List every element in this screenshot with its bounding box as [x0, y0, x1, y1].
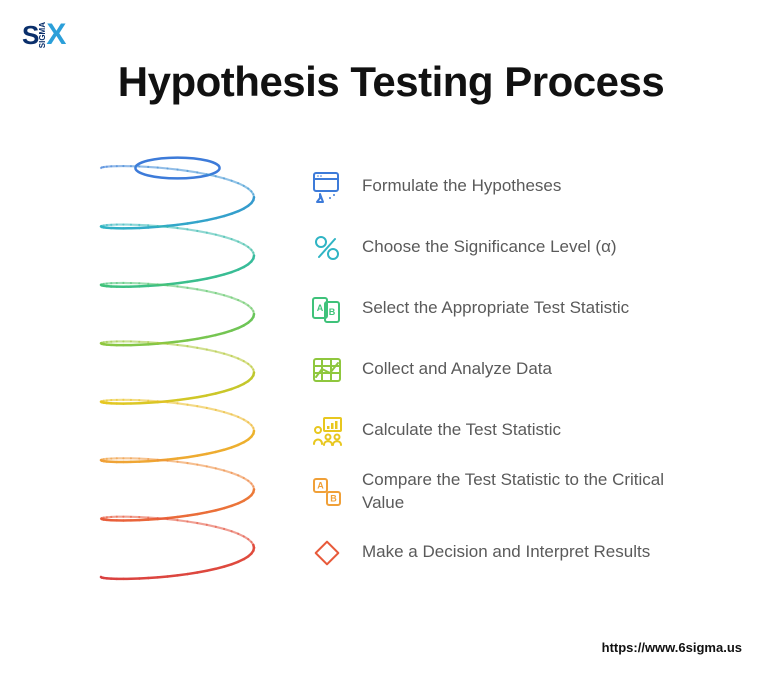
svg-text:B: B [329, 307, 336, 317]
step-row: Calculate the Test Statistic [310, 400, 682, 461]
spring-graphic [95, 150, 260, 595]
step-label: Select the Appropriate Test Statistic [362, 297, 629, 319]
page-title: Hypothesis Testing Process [0, 58, 782, 106]
footer-url: https://www.6sigma.us [602, 640, 742, 655]
step-label: Collect and Analyze Data [362, 358, 552, 380]
step-row: Make a Decision and Interpret Results [310, 522, 682, 583]
step-label: Choose the Significance Level (α) [362, 236, 617, 258]
content-row: Formulate the Hypotheses Choose the Signi… [95, 150, 682, 595]
step-row: AB Select the Appropriate Test Statistic [310, 278, 682, 339]
svg-text:B: B [330, 493, 337, 503]
percent-icon [310, 231, 344, 265]
diamond-icon [310, 536, 344, 570]
logo: S SIGMA X [22, 18, 65, 52]
step-row: Choose the Significance Level (α) [310, 217, 682, 278]
svg-text:A: A [317, 303, 324, 313]
logo-sigma: SIGMA [38, 22, 47, 48]
svg-text:A: A [317, 480, 324, 490]
step-label: Calculate the Test Statistic [362, 419, 561, 441]
chart-grid-icon [310, 353, 344, 387]
step-label: Make a Decision and Interpret Results [362, 541, 650, 563]
lab-window-icon [310, 170, 344, 204]
step-label: Formulate the Hypotheses [362, 175, 561, 197]
logo-s: S [22, 20, 38, 51]
step-row: Formulate the Hypotheses [310, 156, 682, 217]
step-row: Collect and Analyze Data [310, 339, 682, 400]
presenter-icon [310, 414, 344, 448]
step-row: AB Compare the Test Statistic to the Crit… [310, 461, 682, 522]
step-label: Compare the Test Statistic to the Critic… [362, 469, 682, 513]
ab-cards-icon: AB [310, 292, 344, 326]
logo-x: X [46, 18, 65, 52]
ab-compare-icon: AB [310, 475, 344, 509]
steps-list: Formulate the Hypotheses Choose the Signi… [310, 150, 682, 595]
